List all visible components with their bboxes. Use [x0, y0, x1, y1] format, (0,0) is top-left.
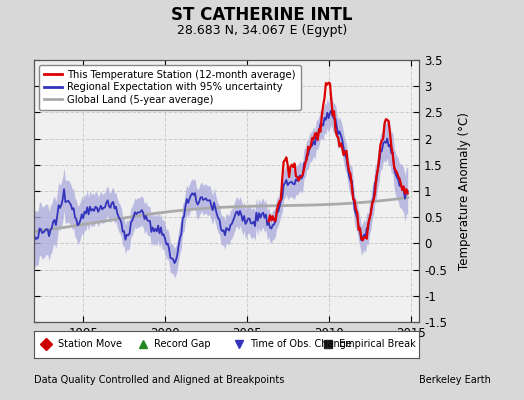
Y-axis label: Temperature Anomaly (°C): Temperature Anomaly (°C): [458, 112, 471, 270]
Legend: This Temperature Station (12-month average), Regional Expectation with 95% uncer: This Temperature Station (12-month avera…: [39, 65, 301, 110]
Text: Data Quality Controlled and Aligned at Breakpoints: Data Quality Controlled and Aligned at B…: [34, 375, 285, 385]
Text: 28.683 N, 34.067 E (Egypt): 28.683 N, 34.067 E (Egypt): [177, 24, 347, 37]
Text: Berkeley Earth: Berkeley Earth: [419, 375, 491, 385]
Text: Record Gap: Record Gap: [154, 339, 211, 350]
Text: Empirical Break: Empirical Break: [339, 339, 416, 350]
Text: Time of Obs. Change: Time of Obs. Change: [250, 339, 352, 350]
Text: Station Move: Station Move: [58, 339, 122, 350]
Text: ST CATHERINE INTL: ST CATHERINE INTL: [171, 6, 353, 24]
